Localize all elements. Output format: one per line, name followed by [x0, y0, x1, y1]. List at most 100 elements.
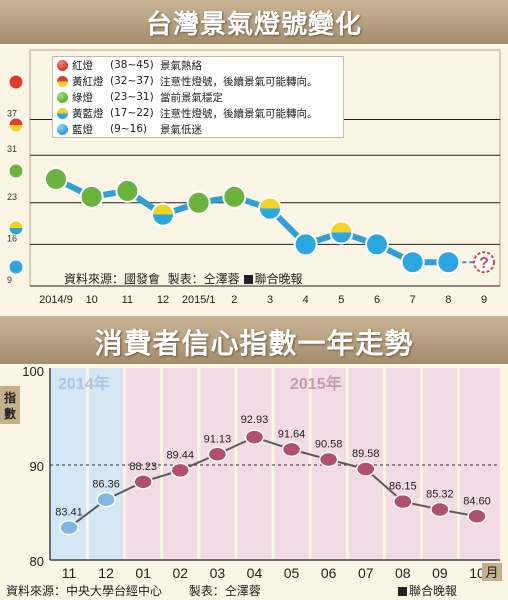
legend-desc: 景氣熱絡 — [160, 59, 202, 72]
unknown-marker-text: ? — [479, 255, 489, 272]
x-tick-label: 7 — [410, 294, 416, 306]
x-tick-label: 01 — [135, 565, 151, 581]
x-unit-box — [482, 563, 502, 581]
x-tick-label: 11 — [122, 294, 133, 306]
x-tick-label: 12 — [157, 294, 169, 306]
yellow-blue-light-icon — [57, 107, 68, 119]
data-point — [133, 474, 153, 490]
x-tick-label: 02 — [172, 565, 188, 581]
y-tick-label: 23 — [7, 192, 17, 202]
data-point — [186, 190, 211, 215]
legend-desc: 當前景氣穩定 — [160, 91, 223, 104]
data-point — [318, 451, 339, 468]
source-note: 資料來源：國發會 製表：仝澤蓉 聯合晚報 — [64, 270, 303, 287]
x-tick-label: 11 — [62, 565, 77, 581]
data-label: 89.44 — [167, 449, 195, 461]
blue-light-icon — [8, 259, 24, 275]
data-label: 89.58 — [352, 448, 380, 460]
data-point — [151, 202, 175, 227]
yellow-red-light-icon — [57, 75, 68, 87]
data-point — [436, 250, 461, 275]
legend-name: 黃紅燈 — [72, 75, 104, 88]
data-point — [430, 501, 450, 518]
x-tick-label: 09 — [432, 565, 448, 581]
title-banner — [0, 0, 508, 44]
x-tick-label: 06 — [321, 565, 337, 581]
data-label: 88.23 — [129, 461, 157, 473]
data-label: 84.60 — [463, 495, 491, 507]
unknown-marker — [473, 251, 495, 274]
x-tick-label: 04 — [247, 565, 263, 581]
legend-name: 綠燈 — [72, 91, 93, 104]
x-tick-label: 07 — [358, 565, 374, 581]
data-point — [79, 184, 104, 209]
source-text: 資料來源：國發會 — [64, 272, 161, 286]
x-axis-unit: 月 — [485, 566, 498, 581]
title-banner — [0, 316, 508, 364]
legend-name: 黃藍燈 — [72, 107, 104, 120]
x-tick-label: 2 — [231, 294, 237, 306]
data-point — [96, 491, 116, 508]
y-tick-label: 100 — [22, 364, 44, 379]
year-label-2014: 2014年 — [58, 374, 110, 393]
legend-name: 紅燈 — [72, 59, 93, 72]
data-point — [365, 232, 389, 257]
data-point — [393, 493, 413, 510]
data-label: 83.41 — [55, 507, 83, 519]
year-label-2015: 2015年 — [290, 374, 342, 393]
x-tick-label: 12 — [98, 565, 114, 581]
data-point — [355, 461, 376, 477]
legend-range: (23~31) — [110, 91, 154, 103]
legend-range: (9~16) — [110, 123, 148, 135]
y-axis-label: 指 — [4, 390, 16, 405]
y-tick-label: 90 — [30, 459, 44, 474]
chart-title: 台灣景氣燈號變化 — [145, 10, 362, 40]
x-tick-label: 08 — [395, 565, 411, 581]
x-tick-label: 8 — [445, 294, 451, 306]
legend-range: (32~37) — [110, 75, 154, 87]
legend-item: 藍燈 (9~16) 景氣低迷 — [53, 121, 343, 137]
data-point — [258, 196, 282, 221]
data-point — [281, 441, 302, 458]
data-point — [170, 462, 191, 479]
chart-title: 消費者信心指數一年走勢 — [94, 327, 414, 360]
x-tick-label: 5 — [338, 294, 344, 306]
y-tick-label: 16 — [7, 233, 17, 243]
data-label: 91.13 — [204, 433, 232, 445]
publisher-note: 聯合晚報 — [398, 582, 457, 599]
data-label: 86.15 — [389, 481, 417, 493]
x-tick-label: 3 — [267, 294, 273, 306]
legend-item: 綠燈 (23~31) 當前景氣穩定 — [53, 89, 343, 105]
source-text: 資料來源：中央大學台經中心 — [6, 584, 163, 598]
blue-light-icon — [57, 123, 68, 135]
data-point — [44, 167, 68, 191]
red-light-icon — [8, 74, 24, 90]
producer-text: 製表：仝澤蓉 — [188, 584, 261, 598]
producer-text: 製表：仝澤蓉 — [167, 272, 240, 286]
legend: 紅燈 (38~45) 景氣熱絡 黃紅燈 (32~37) 注意性燈號，後續景氣可能轉向。 … — [52, 56, 344, 138]
publisher-text: 聯合晚報 — [254, 272, 303, 286]
red-light-icon — [57, 59, 68, 71]
legend-desc: 景氣低迷 — [160, 123, 202, 136]
source-note: 資料來源：中央大學台經中心 製表：仝澤蓉 — [6, 582, 261, 599]
x-tick-label: 2015/1 — [182, 294, 216, 306]
business-cycle-panel: 台灣景氣燈號變化 9 16 23 31 37 2014/9 10 11 12 2015/1 2 3 4 5… — [0, 0, 508, 306]
x-tick-label: 03 — [210, 565, 226, 581]
square-icon — [243, 275, 253, 284]
data-label: 90.58 — [315, 438, 343, 450]
yellow-blue-light-icon — [8, 220, 24, 236]
x-tick-label: 9 — [481, 294, 487, 306]
data-point — [467, 508, 487, 525]
publisher-text: 聯合晚報 — [409, 584, 458, 598]
y-tick-label: 80 — [30, 554, 44, 569]
data-label: 91.64 — [278, 428, 306, 440]
x-tick-label: 10 — [86, 294, 98, 306]
legend-desc: 注意性燈號，後續景氣可能轉向。 — [160, 107, 318, 120]
square-icon — [398, 587, 407, 596]
legend-range: (17~22) — [110, 107, 154, 119]
data-label: 85.32 — [426, 488, 454, 500]
data-point — [400, 250, 425, 275]
data-point — [293, 232, 318, 257]
x-tick-label: 4 — [303, 294, 309, 306]
